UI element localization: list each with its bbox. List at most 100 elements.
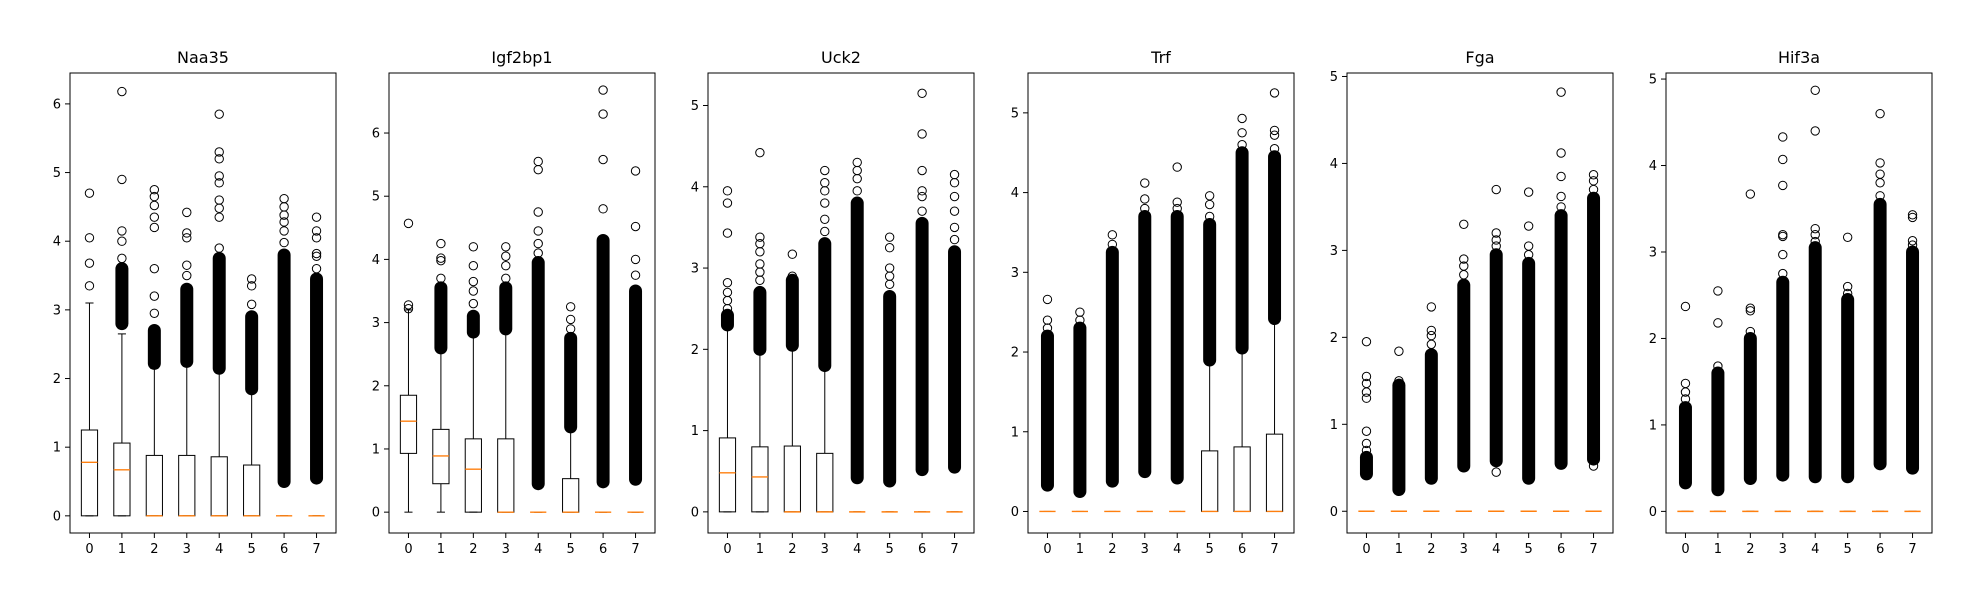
outlier-point [917,129,927,139]
outlier-point [1556,171,1566,182]
box-0 [1677,301,1694,513]
outlier-point [917,206,927,216]
outlier-point [1361,336,1372,347]
outlier-point [1556,87,1566,97]
outlier-point [1907,210,1918,220]
outlier-point [246,281,257,291]
outlier-point [1875,108,1885,119]
box [497,438,515,513]
outlier-point [311,212,322,222]
outlier-point [1394,376,1404,386]
outlier-point [1042,315,1053,325]
outlier-point [917,88,927,99]
panel-trf: Trf 0 1 2 3 4 5 0 1 2 3 4 5 6 7 [1011,48,1295,557]
box-3 [497,242,515,513]
outlier-point [182,233,192,243]
x-tick-label: 7 [1908,542,1916,557]
box [1233,446,1251,512]
outlier-point [1361,387,1372,397]
x-tick-label: 7 [312,542,320,557]
outlier-point [755,259,765,269]
box-2 [1423,302,1440,512]
outlier-point [1269,130,1280,140]
y-tick-label: 3 [372,316,380,331]
outlier-point [533,164,543,175]
outlier-point [468,276,479,287]
outlier-point [214,212,224,222]
x-tick-label: 3 [1779,542,1787,557]
outlier-point [1172,203,1182,214]
outlier-point [722,277,733,288]
x-tick-label: 4 [853,542,861,557]
outlier-point [214,203,224,213]
outlier-point [1042,294,1053,305]
outlier-point [755,275,765,285]
box-7 [1265,88,1284,513]
outlier-point [311,233,322,243]
outlier-point [1907,240,1918,250]
outlier-point [1778,154,1788,165]
y-tick-label: 5 [372,190,380,205]
outlier-point [1361,445,1372,456]
outlier-point [1107,230,1118,240]
outlier-point [565,324,576,334]
outlier-point [182,228,192,238]
box-6 [1871,108,1889,513]
outlier-point [722,186,733,196]
box-3 [178,207,196,517]
outlier-point [436,253,446,263]
outlier-point [1237,128,1247,138]
outlier-point [501,261,511,271]
outlier-point [1556,202,1566,212]
outlier-point [755,267,765,277]
y-tick-label: 4 [372,253,380,268]
outlier-point [149,200,160,211]
box [113,442,131,517]
box-0 [718,186,737,513]
panel-title: Fga [1465,48,1494,67]
y-tick-label: 5 [691,99,699,114]
y-tick-label: 1 [1011,425,1019,440]
outlier-point [949,191,960,202]
box [783,445,801,513]
box [562,478,580,513]
outlier-point [1875,178,1885,188]
outlier-point [1269,125,1280,136]
outlier-point [1778,132,1788,142]
y-tick-label: 3 [1011,266,1019,281]
outlier-point [182,260,192,270]
outlier-point [1842,232,1853,242]
box-4 [1169,162,1186,513]
box [816,452,834,513]
outlier-point [1556,191,1566,202]
axes-frame [707,72,975,534]
outlier-point [722,198,733,208]
x-tick-label: 7 [950,542,958,557]
outlier-point [214,195,224,205]
box-1 [1071,307,1089,513]
outlier-point [1361,438,1372,449]
box [1265,433,1284,512]
outlier-point [533,248,543,258]
outlier-point [1237,140,1247,150]
outlier-point [884,243,895,253]
outlier-point [436,238,446,249]
box-4 [210,109,228,517]
outlier-point [1588,176,1599,186]
outlier-point [1204,211,1215,222]
outlier-point [852,165,862,176]
x-tick-label: 1 [1395,542,1403,557]
box-3 [816,165,834,513]
y-tick-label: 2 [1330,331,1338,346]
box-0 [80,188,99,517]
outlier-point [214,243,224,253]
outlier-point [311,251,322,262]
x-tick-label: 3 [821,542,829,557]
outlier-point [1361,378,1372,389]
y-tick-label: 5 [53,166,61,181]
x-tick-label: 5 [1206,542,1214,557]
outlier-point [149,222,160,233]
outlier-point [1361,371,1372,382]
outlier-point [214,147,224,157]
x-tick-label: 7 [631,542,639,557]
